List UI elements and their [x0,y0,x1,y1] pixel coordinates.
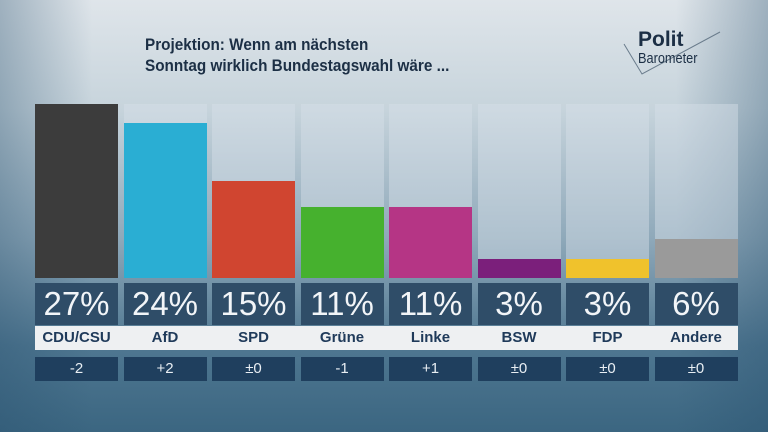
value-label: 24% [123,283,207,325]
party-label: Andere [670,329,722,346]
bar-5 [477,258,561,278]
change-label: -1 [300,357,384,381]
title-line-2: Sonntag wirklich Bundestagswahl wäre ... [145,56,450,75]
party-label: SPD [238,329,269,346]
change-label: ±0 [566,357,649,381]
party-label: FDP [592,329,623,346]
bar-track [566,104,649,278]
party-label: CDU/CSU [42,329,111,346]
bar-6 [566,258,649,278]
party-label-strip [35,326,738,350]
bar-track [654,104,738,278]
bar-3 [300,207,384,278]
title-line-1: Projektion: Wenn am nächsten [145,35,369,54]
change-label: +1 [389,357,472,381]
change-label: -2 [35,357,118,381]
bar-2 [212,181,295,278]
value-label: 6% [654,283,738,325]
change-label: +2 [123,357,207,381]
bar-track [35,104,118,278]
change-label: ±0 [477,357,561,381]
checkmark-icon [623,31,721,75]
value-label: 3% [566,283,649,325]
bar-track [389,104,472,278]
logo-text-barometer: Barometer [638,50,698,67]
party-label: Grüne [319,329,365,346]
value-label: 11% [300,283,384,325]
change-label: ±0 [212,357,295,381]
chart-title: Projektion: Wenn am nächsten Sonntag wir… [145,34,449,76]
politbarometer-logo: Polit Barometer [622,28,732,76]
bar-7 [654,239,738,278]
value-label: 15% [212,283,295,325]
value-label: 11% [389,283,472,325]
value-label: 3% [477,283,561,325]
bar-track [477,104,561,278]
bar-0 [35,104,118,278]
logo-text-polit: Polit [638,28,684,51]
party-label: Linke [410,329,451,346]
party-label: BSW [501,329,537,346]
bar-1 [123,123,207,278]
bar-track [212,104,295,278]
change-label: ±0 [654,357,738,381]
bar-4 [389,207,472,278]
value-label: 27% [35,283,118,325]
bar-track [300,104,384,278]
bar-track [123,104,207,278]
party-label: AfD [151,329,179,346]
